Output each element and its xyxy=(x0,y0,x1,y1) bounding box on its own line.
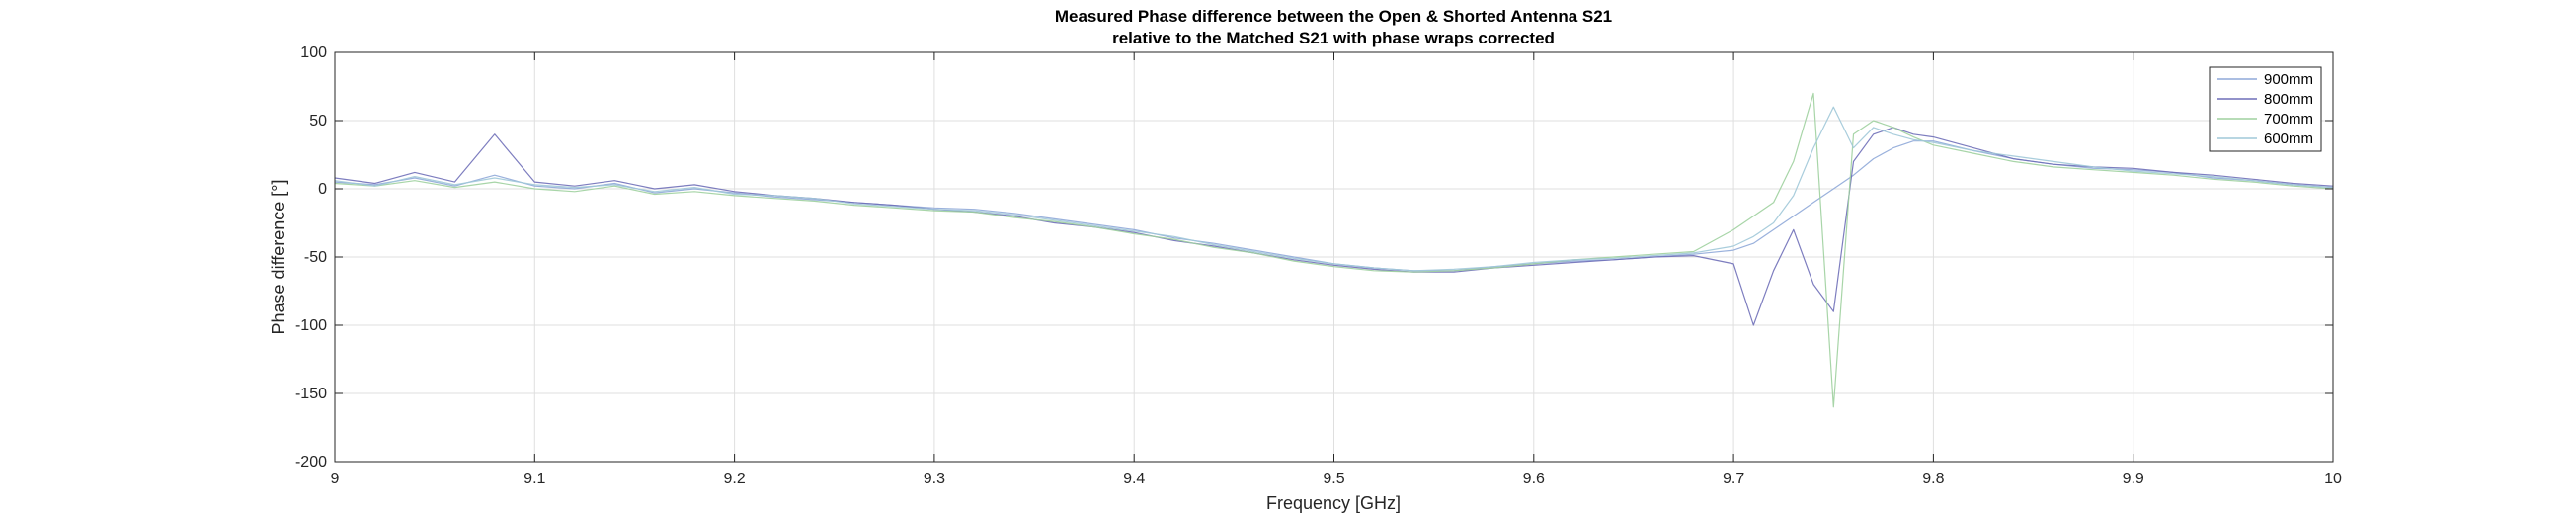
series-lines xyxy=(334,92,2334,408)
legend-label-600mm: 600mm xyxy=(2264,130,2313,147)
chart-title-line-2: relative to the Matched S21 with phase w… xyxy=(1112,29,1555,47)
y-tick-label: 100 xyxy=(300,44,327,61)
series-line-600mm xyxy=(334,106,2334,272)
ticks: 9 9.1 9.2 9.3 9.4 9.5 9.6 9.7 9.8 9.9 10 100 50 0 -50 -… xyxy=(295,44,2342,487)
y-tick-label: -100 xyxy=(295,317,327,334)
legend: 900mm 800mm 700mm 600mm xyxy=(2209,66,2322,152)
y-tick-label: -50 xyxy=(304,249,327,266)
legend-label-900mm: 900mm xyxy=(2264,71,2313,88)
chart-title-line-1: Measured Phase difference between the Op… xyxy=(1055,7,1612,26)
series-line-700mm xyxy=(334,92,2334,408)
y-axis-label: Phase difference [°] xyxy=(269,180,288,335)
legend-box xyxy=(2209,66,2322,152)
x-tick-label: 9.8 xyxy=(1922,471,1944,487)
legend-label-800mm: 800mm xyxy=(2264,91,2313,108)
x-tick-label: 9.3 xyxy=(924,471,945,487)
y-tick-label: 50 xyxy=(309,113,327,130)
x-tick-label: 9.4 xyxy=(1123,471,1145,487)
x-tick-label: 9.6 xyxy=(1523,471,1545,487)
x-tick-label: 9 xyxy=(331,471,340,487)
x-axis-label: Frequency [GHz] xyxy=(1266,493,1401,513)
series-line-800mm xyxy=(334,127,2334,326)
x-tick-label: 10 xyxy=(2324,471,2342,487)
legend-label-700mm: 700mm xyxy=(2264,111,2313,128)
x-tick-label: 9.2 xyxy=(723,471,745,487)
y-tick-label: -200 xyxy=(295,454,327,471)
y-tick-label: 0 xyxy=(318,181,327,198)
x-tick-label: 9.9 xyxy=(2123,471,2144,487)
x-tick-label: 9.7 xyxy=(1723,471,1744,487)
y-tick-label: -150 xyxy=(295,386,327,402)
x-tick-label: 9.1 xyxy=(523,471,545,487)
x-tick-label: 9.5 xyxy=(1323,471,1344,487)
